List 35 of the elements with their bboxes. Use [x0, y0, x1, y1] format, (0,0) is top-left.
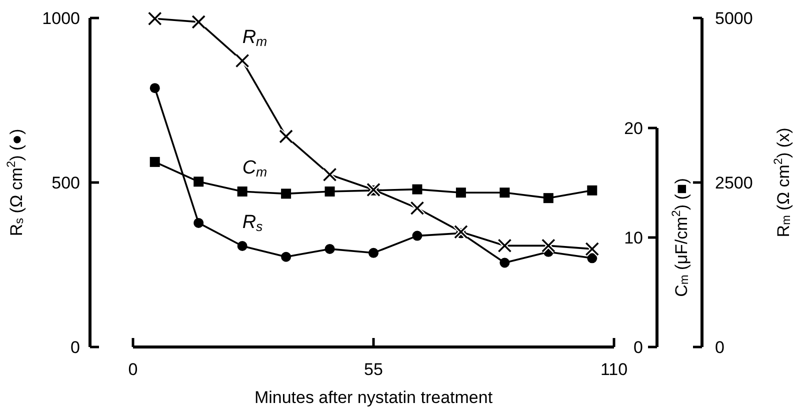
point	[194, 218, 204, 228]
y2-tick-label: 10	[624, 228, 643, 248]
point	[237, 240, 248, 251]
point	[368, 248, 378, 258]
y-tick-label: 500	[52, 173, 80, 192]
x-tick-label: 55	[364, 360, 383, 379]
y3-tick-label: 2500	[715, 173, 753, 192]
series-label: R$_{s}$	[242, 212, 264, 234]
x-axis-title: Minutes after nystatin treatment	[254, 388, 493, 407]
series-label: C$_{m}$	[242, 158, 268, 180]
y-tick-label: 0	[70, 338, 80, 357]
point	[237, 186, 248, 197]
x-tick-label: 0	[128, 360, 138, 379]
series-label: R$_{m}$	[242, 26, 268, 50]
point	[500, 258, 510, 268]
point	[194, 176, 204, 187]
y-tick-label: 1000	[42, 8, 80, 28]
point	[587, 253, 598, 264]
point	[587, 185, 598, 196]
point	[412, 230, 422, 241]
point	[324, 186, 335, 197]
point	[281, 188, 292, 199]
point	[543, 193, 554, 204]
y2-tick-label: 20	[624, 118, 643, 138]
point	[150, 83, 160, 94]
point	[500, 188, 510, 198]
y3-tick-label: 5000	[715, 8, 753, 28]
point	[412, 184, 422, 194]
point	[456, 188, 466, 198]
point	[150, 156, 160, 167]
y2-tick-label: 0	[634, 338, 643, 357]
y3-tick-label: 0	[715, 338, 724, 357]
point	[324, 244, 335, 254]
x-tick-label: 110	[600, 360, 628, 379]
point	[281, 252, 292, 262]
